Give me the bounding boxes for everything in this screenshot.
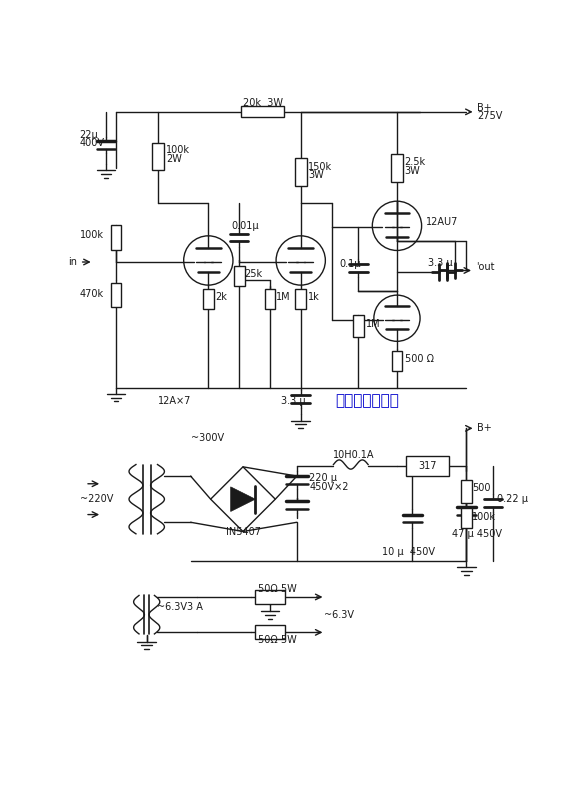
Text: 2.5k: 2.5k [404,157,426,167]
Text: 3.3 μ: 3.3 μ [428,258,452,268]
Bar [111,283,121,308]
Text: 10H0.1A: 10H0.1A [333,450,374,460]
Text: 50Ω 5W: 50Ω 5W [258,635,297,645]
Text: 2k: 2k [215,293,227,302]
Text: 0.1μ: 0.1μ [339,259,361,269]
Text: 450V×2: 450V×2 [309,482,349,492]
Bar [294,158,307,186]
Bar [392,350,402,370]
Text: 50Ω 5W: 50Ω 5W [258,585,297,594]
Bar [254,626,285,639]
Text: in: in [69,257,77,267]
Text: 100k: 100k [473,512,496,522]
Text: 2W: 2W [166,153,182,164]
Text: 47 μ 450V: 47 μ 450V [452,529,503,539]
Text: 12A×7: 12A×7 [158,396,192,406]
Text: IN5407: IN5407 [226,528,261,537]
Text: 220 μ: 220 μ [309,473,337,483]
Text: 150k: 150k [309,161,332,172]
Text: 20k  3W: 20k 3W [243,97,283,108]
Bar [152,142,164,170]
Bar [254,590,285,604]
Text: 和田茂氏放大器: 和田茂氏放大器 [335,393,399,408]
Text: 400V: 400V [80,138,105,148]
Bar [264,289,275,309]
Bar [111,225,121,250]
Text: 1k: 1k [308,293,320,302]
Text: 10 μ  450V: 10 μ 450V [381,547,434,557]
Text: 317: 317 [418,461,437,471]
Text: B+: B+ [477,423,492,433]
Polygon shape [231,487,255,512]
Text: 25k: 25k [245,269,263,278]
Text: 100k: 100k [166,146,190,155]
Text: 0.01μ: 0.01μ [231,221,259,231]
Text: ~220V: ~220V [80,494,113,504]
Text: 500 Ω: 500 Ω [404,354,434,364]
Text: ~6.3V: ~6.3V [324,610,354,619]
Text: ~300V: ~300V [190,433,224,443]
Text: B+: B+ [477,103,492,113]
Bar [353,315,364,337]
Text: 1M: 1M [366,320,381,329]
Bar [234,266,245,286]
Bar [461,509,471,528]
Bar [391,154,403,182]
Text: 3W: 3W [309,170,324,180]
Text: 3W: 3W [404,166,421,176]
Text: 470k: 470k [80,289,104,298]
Text: 3.3 μ: 3.3 μ [282,396,306,406]
Text: 275V: 275V [477,111,503,121]
Bar [241,107,284,117]
Bar [406,456,449,476]
Text: 500: 500 [473,483,491,493]
Text: 'out: 'out [476,262,494,271]
Text: 22μ: 22μ [80,130,99,140]
Bar [461,480,471,503]
Text: 100k: 100k [80,230,104,240]
Text: 1M: 1M [276,293,291,302]
Text: 0.22 μ: 0.22 μ [497,494,528,504]
Bar [203,289,213,309]
Text: 12AU7: 12AU7 [426,217,459,227]
Text: ~6.3V3 A: ~6.3V3 A [157,602,203,612]
Bar [295,289,306,309]
